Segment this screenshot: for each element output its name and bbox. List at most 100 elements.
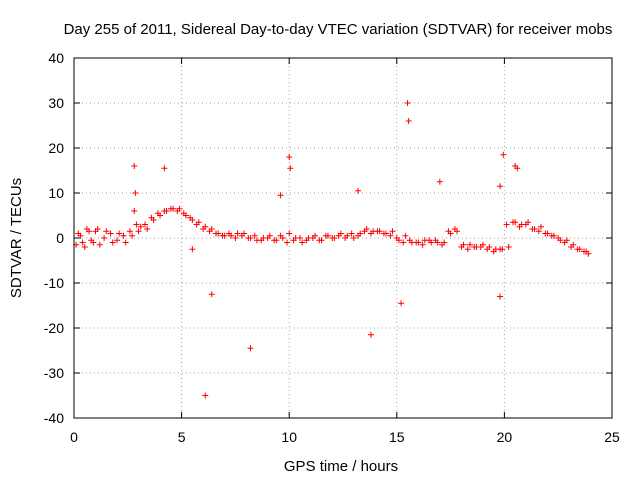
data-point <box>101 235 108 241</box>
data-point <box>505 244 512 250</box>
x-tick-label: 0 <box>70 429 78 445</box>
data-point <box>131 208 138 214</box>
data-point <box>518 221 525 228</box>
data-point <box>96 241 103 248</box>
data-point <box>398 300 405 307</box>
data-point <box>387 232 394 239</box>
x-tick-label: 10 <box>281 429 297 445</box>
data-point <box>512 219 519 226</box>
data-point <box>503 221 510 228</box>
data-point <box>535 228 542 235</box>
data-point <box>367 331 374 338</box>
data-point <box>142 221 149 228</box>
data-point <box>563 237 570 244</box>
data-point <box>132 190 139 196</box>
data-point <box>228 232 235 239</box>
data-point <box>312 232 319 239</box>
data-point <box>253 237 260 244</box>
data-point <box>525 219 532 226</box>
plot-frame <box>73 57 613 419</box>
data-point <box>500 151 507 158</box>
data-point <box>232 235 239 241</box>
data-point <box>497 183 504 190</box>
data-point <box>400 239 407 246</box>
data-point <box>350 235 357 241</box>
data-point <box>131 163 138 169</box>
x-tick-label: 5 <box>178 429 186 445</box>
data-point <box>344 232 351 239</box>
data-point <box>415 239 422 246</box>
data-point <box>163 208 170 214</box>
data-point <box>114 237 121 244</box>
y-tick-label: 30 <box>48 95 64 111</box>
data-point <box>247 345 254 352</box>
data-point <box>486 244 493 250</box>
data-point <box>161 165 168 172</box>
data-point <box>92 228 99 235</box>
x-tick-label: 25 <box>604 429 620 445</box>
data-point <box>436 178 443 185</box>
data-point <box>107 230 114 237</box>
data-point <box>355 187 362 194</box>
data-point <box>279 235 286 241</box>
data-point <box>83 226 90 232</box>
data-point <box>531 226 538 232</box>
data-point <box>376 228 383 235</box>
data-point <box>284 239 291 246</box>
data-point <box>182 212 189 219</box>
data-point <box>514 165 521 172</box>
data-point <box>292 235 299 241</box>
data-point <box>126 228 133 235</box>
data-point <box>576 246 583 253</box>
data-point <box>434 239 441 246</box>
data-point <box>157 212 164 219</box>
data-point <box>195 219 202 226</box>
y-tick-label: 10 <box>48 185 64 201</box>
y-tick-label: -10 <box>44 275 64 291</box>
data-point <box>395 237 402 244</box>
data-point <box>221 232 228 239</box>
data-point <box>447 230 454 237</box>
data-point <box>208 291 215 298</box>
x-tick-label: 20 <box>497 429 513 445</box>
data-point <box>305 235 312 241</box>
data-point <box>357 230 364 237</box>
data-point <box>215 230 222 237</box>
x-axis-label: GPS time / hours <box>284 458 398 475</box>
data-point <box>88 237 95 244</box>
data-point <box>466 241 473 248</box>
data-point <box>81 244 88 250</box>
data-point <box>479 241 486 248</box>
axes: 0 5 10 15 20 25 40 30 20 10 0 -10 -20 -30 -40 <box>44 50 620 445</box>
data-point <box>544 230 551 237</box>
y-tick-label: -40 <box>44 410 64 426</box>
data-point <box>583 248 590 255</box>
data-point <box>550 232 557 239</box>
data-point <box>421 237 428 244</box>
data-point <box>299 239 306 246</box>
data-point <box>169 205 176 212</box>
data-point <box>402 232 409 239</box>
data-point <box>337 230 344 237</box>
data-point <box>492 246 499 253</box>
data-point <box>441 239 448 246</box>
data-point <box>251 232 258 239</box>
data-point <box>537 223 544 230</box>
data-point <box>176 205 183 212</box>
y-tick-label: 40 <box>48 50 64 66</box>
x-tick-label: 15 <box>389 429 405 445</box>
data-point <box>120 232 127 239</box>
data-point <box>241 230 248 237</box>
data-point <box>557 237 564 244</box>
data-point <box>460 241 467 248</box>
data-point <box>454 228 461 235</box>
data-point <box>287 165 294 172</box>
data-point <box>266 232 273 239</box>
data-point <box>383 230 390 237</box>
data-point <box>122 239 129 246</box>
data-point <box>133 221 140 228</box>
data-point <box>202 392 209 399</box>
data-point <box>150 217 157 223</box>
data-point <box>405 118 412 124</box>
data-point <box>348 230 355 237</box>
